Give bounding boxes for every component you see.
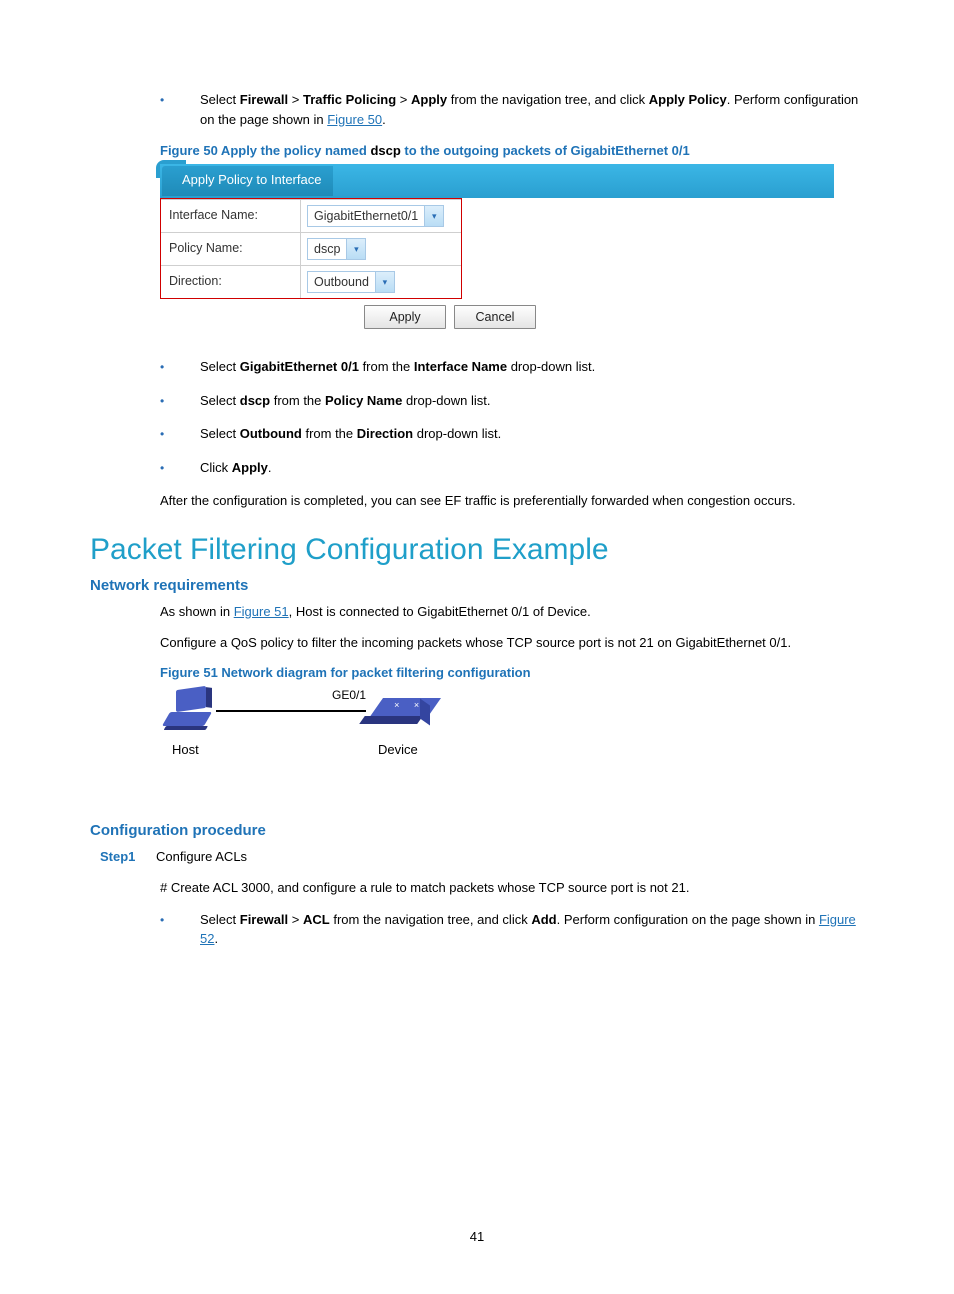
list-item: Select GigabitEthernet 0/1 from the Inte… — [160, 357, 864, 377]
bold-text: Policy Name — [325, 393, 402, 408]
text: , Host is connected to GigabitEthernet 0… — [289, 604, 591, 619]
cap-text: to the outgoing packets of GigabitEthern… — [401, 143, 690, 158]
device-label: Device — [378, 742, 418, 757]
policy-name-dropdown[interactable]: dscp ▾ — [307, 238, 366, 260]
intro-bullet-list: Select Firewall > Traffic Policing > App… — [160, 90, 864, 129]
chevron-down-icon: ▾ — [424, 206, 443, 226]
chevron-down-icon: ▾ — [346, 239, 365, 259]
bold-text: Interface Name — [414, 359, 507, 374]
bold-text: Firewall — [240, 912, 288, 927]
sep: > — [288, 92, 303, 107]
tab-apply-policy[interactable]: Apply Policy to Interface — [162, 166, 333, 196]
figure-51-link[interactable]: Figure 51 — [234, 604, 289, 619]
direction-label: Direction: — [161, 266, 301, 298]
figure-51-caption: Figure 51 Network diagram for packet fil… — [160, 665, 864, 680]
text: drop-down list. — [413, 426, 501, 441]
apply-text: Apply — [411, 92, 447, 107]
text: from the navigation tree, and click — [330, 912, 532, 927]
step-1-row: Step1Configure ACLs — [160, 847, 864, 867]
text: from the — [302, 426, 357, 441]
text: Select — [200, 393, 240, 408]
step-1-desc: # Create ACL 3000, and configure a rule … — [160, 878, 864, 898]
text: from the — [359, 359, 414, 374]
connection-line — [216, 710, 366, 712]
direction-dropdown[interactable]: Outbound ▾ — [307, 271, 395, 293]
text: from the navigation tree, and click — [447, 92, 649, 107]
cap-text: Figure 50 Apply the policy named — [160, 143, 370, 158]
list-item: Select Firewall > ACL from the navigatio… — [160, 910, 864, 949]
bold-text: ACL — [303, 912, 330, 927]
text: . Perform configuration on the page show… — [557, 912, 819, 927]
figure-50-caption: Figure 50 Apply the policy named dscp to… — [160, 143, 864, 158]
form-panel: Interface Name: GigabitEthernet0/1 ▾ Pol… — [160, 198, 462, 299]
after-config-paragraph: After the configuration is completed, yo… — [160, 491, 864, 511]
interface-name-dropdown[interactable]: GigabitEthernet0/1 ▾ — [307, 205, 444, 227]
text: drop-down list. — [507, 359, 595, 374]
bold-text: dscp — [240, 393, 270, 408]
text: Click — [200, 460, 232, 475]
text: . — [214, 931, 218, 946]
text: . — [382, 112, 386, 127]
sub-bullet-list: Select GigabitEthernet 0/1 from the Inte… — [160, 357, 864, 477]
device-icon — [376, 698, 434, 726]
text: drop-down list. — [402, 393, 490, 408]
bold-text: Apply — [232, 460, 268, 475]
configuration-procedure-heading: Configuration procedure — [90, 822, 864, 839]
text: Select — [200, 359, 240, 374]
text: Select — [200, 912, 240, 927]
text: As shown in — [160, 604, 234, 619]
apply-policy-text: Apply Policy — [649, 92, 727, 107]
firewall-text: Firewall — [240, 92, 288, 107]
step-1-text: Configure ACLs — [156, 849, 247, 864]
netreq-para-1: As shown in Figure 51, Host is connected… — [160, 602, 864, 622]
bold-text: GigabitEthernet 0/1 — [240, 359, 359, 374]
figure-50-screenshot: Apply Policy to Interface Interface Name… — [160, 164, 864, 333]
list-item: Click Apply. — [160, 458, 864, 478]
intro-bullet: Select Firewall > Traffic Policing > App… — [160, 90, 864, 129]
traffic-policing-text: Traffic Policing — [303, 92, 396, 107]
figure-51-diagram: Host GE0/1 Device — [160, 686, 460, 768]
text: from the — [270, 393, 325, 408]
apply-button[interactable]: Apply — [364, 305, 446, 329]
packet-filtering-heading: Packet Filtering Configuration Example — [90, 533, 864, 567]
dropdown-value: Outbound — [308, 275, 375, 289]
chevron-down-icon: ▾ — [375, 272, 394, 292]
tab-bar: Apply Policy to Interface — [160, 164, 834, 198]
sep: > — [288, 912, 303, 927]
bold-text: Outbound — [240, 426, 302, 441]
host-label: Host — [172, 742, 199, 757]
text: Select — [200, 426, 240, 441]
netreq-para-2: Configure a QoS policy to filter the inc… — [160, 633, 864, 653]
bold-text: Add — [531, 912, 556, 927]
sep: > — [396, 92, 411, 107]
text: Select — [200, 92, 240, 107]
list-item: Select Outbound from the Direction drop-… — [160, 424, 864, 444]
page-number: 41 — [0, 1229, 954, 1244]
interface-name-label: Interface Name: — [161, 200, 301, 232]
list-item: Select dscp from the Policy Name drop-do… — [160, 391, 864, 411]
text: . — [268, 460, 272, 475]
network-requirements-heading: Network requirements — [90, 577, 864, 594]
figure-50-link[interactable]: Figure 50 — [327, 112, 382, 127]
cancel-button[interactable]: Cancel — [454, 305, 536, 329]
host-icon — [166, 688, 214, 728]
ge-label: GE0/1 — [332, 688, 366, 702]
step-1-bullet-list: Select Firewall > ACL from the navigatio… — [160, 910, 864, 949]
dropdown-value: GigabitEthernet0/1 — [308, 209, 424, 223]
cap-bold: dscp — [370, 143, 400, 158]
bold-text: Direction — [357, 426, 413, 441]
policy-name-label: Policy Name: — [161, 233, 301, 265]
button-row: Apply Cancel — [160, 299, 536, 333]
step-1-label: Step1 — [100, 847, 156, 867]
dropdown-value: dscp — [308, 242, 346, 256]
